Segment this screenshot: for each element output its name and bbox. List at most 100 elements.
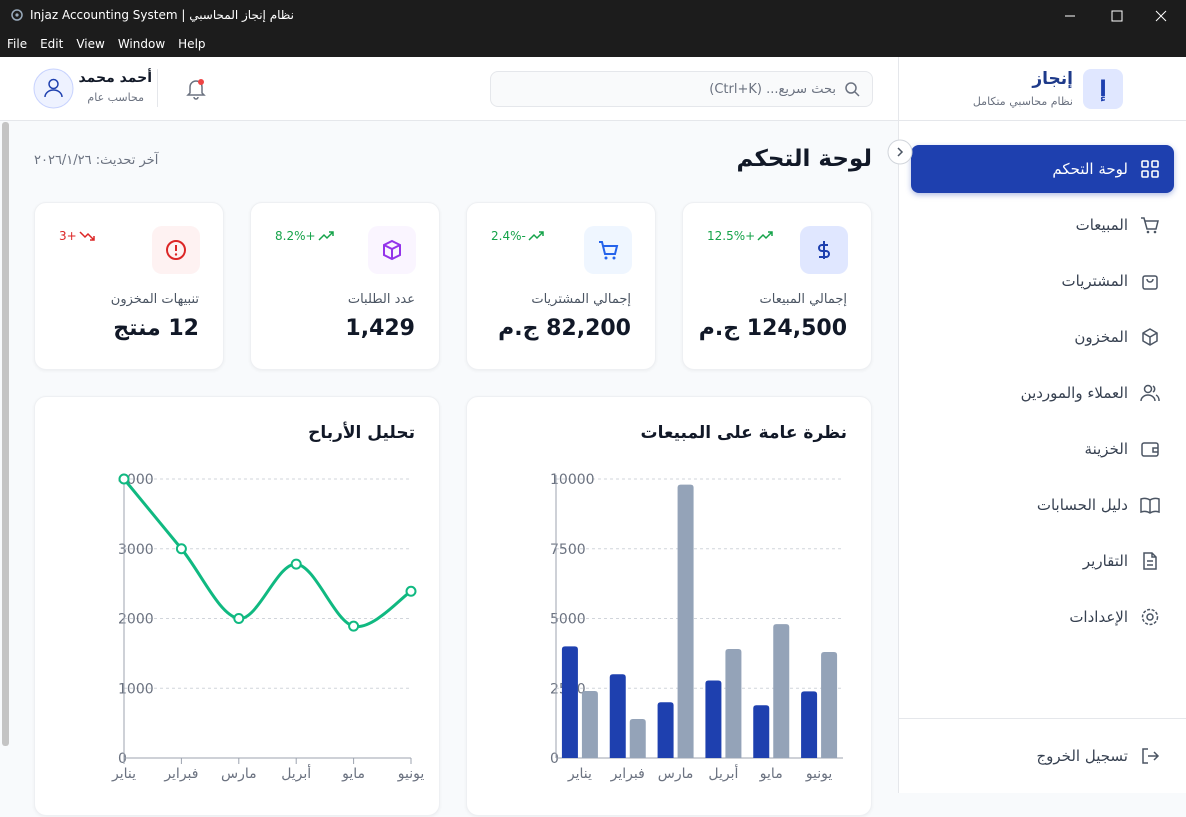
- nav-label: لوحة التحكم: [1052, 160, 1128, 178]
- bar: [657, 702, 674, 758]
- collapse-toggle[interactable]: [887, 139, 913, 165]
- bar: [801, 691, 818, 758]
- nav-label: دليل الحسابات: [1036, 496, 1128, 514]
- y-tick-label: 5000: [550, 612, 586, 628]
- stat-card: +3 تنبيهات المخزون 12 منتج: [34, 202, 224, 370]
- window-controls[interactable]: [1060, 8, 1180, 24]
- divider: [157, 69, 158, 107]
- app-icon: [11, 9, 23, 21]
- menu-item[interactable]: Help: [178, 37, 206, 51]
- logo: إ: [1083, 69, 1123, 109]
- chart-card: تحليل الأرباح 0 1000 2000 3000 4000 يناير فبرا…: [34, 396, 440, 816]
- nav-label: الخزينة: [1084, 440, 1128, 458]
- stat-label: تنبيهات المخزون: [110, 292, 199, 307]
- nav-label: المخزون: [1074, 328, 1128, 346]
- stat-label: إجمالي المشتريات: [531, 292, 631, 307]
- page-title: لوحة التحكم: [736, 146, 872, 172]
- point: [233, 613, 245, 624]
- stat-icon: [152, 226, 200, 274]
- nav-item[interactable]: الإعدادات: [911, 593, 1174, 641]
- stat-label: عدد الطلبات: [347, 292, 415, 307]
- chart-card: نظرة عامة على المبيعات 02500500075001000…: [466, 396, 872, 816]
- bar: [705, 680, 722, 758]
- search-placeholder: بحث سريع... (Ctrl+K): [709, 81, 836, 97]
- notifications[interactable]: [184, 77, 208, 101]
- x-tick-label: مايو: [341, 766, 365, 782]
- point: [405, 585, 417, 597]
- nav-item[interactable]: العملاء والموردين: [911, 369, 1174, 417]
- stat-value: 1,429: [345, 316, 415, 341]
- x-tick-label: يونيو: [397, 766, 425, 782]
- bar: [821, 651, 838, 758]
- stat-change-text: -2.4%: [491, 229, 526, 243]
- divider: [899, 718, 1186, 719]
- y-tick-label: 10000: [550, 472, 595, 488]
- nav-item[interactable]: المشتريات: [911, 257, 1174, 305]
- stat-change: +12.5%: [707, 229, 773, 243]
- x-tick-label: مايو: [759, 766, 783, 782]
- stat-card: -2.4% إجمالي المشتريات 82,200 ج.م: [466, 202, 656, 370]
- menu-item[interactable]: Window: [117, 37, 166, 51]
- bar: [677, 484, 694, 758]
- x-tick-label: فبراير: [163, 766, 198, 782]
- stat-card: +8.2% عدد الطلبات 1,429: [250, 202, 440, 370]
- nav-item[interactable]: التقارير: [911, 537, 1174, 585]
- x-tick-label: أبريل: [708, 764, 738, 782]
- nav-label: المبيعات: [1075, 216, 1128, 234]
- window-title: Injaz Accounting System | نظام إنجاز الم…: [30, 8, 294, 22]
- nav-item[interactable]: المبيعات: [911, 201, 1174, 249]
- stat-icon: [584, 226, 632, 274]
- bar: [609, 674, 626, 758]
- y-tick-label: 2000: [118, 612, 154, 628]
- stat-change-text: +3: [59, 229, 77, 243]
- point: [348, 620, 360, 632]
- point: [290, 558, 302, 570]
- brand: إ إنجاز نظام محاسبي متكامل: [899, 57, 1186, 121]
- stat-change: +3: [59, 229, 95, 243]
- stat-label: إجمالي المبيعات: [759, 292, 847, 307]
- stat-card: +12.5% إجمالي المبيعات 124,500 ج.م: [682, 202, 872, 370]
- menu-item[interactable]: File: [7, 37, 28, 51]
- stat-change: +8.2%: [275, 229, 334, 243]
- header: بحث سريع... (Ctrl+K) أحمد محمد محاسب عام: [0, 57, 898, 121]
- chart-title: تحليل الأرباح: [308, 423, 415, 443]
- bar: [581, 691, 598, 758]
- nav-label: المشتريات: [1061, 272, 1128, 290]
- nav-item[interactable]: دليل الحسابات: [911, 481, 1174, 529]
- last-update: آخر تحديث: ٢٠٢٦/١/٢٦: [34, 153, 159, 168]
- stat-icon: [800, 226, 848, 274]
- brand-tagline: نظام محاسبي متكامل: [972, 95, 1073, 108]
- x-tick-label: يونيو: [805, 766, 833, 782]
- x-tick-label: أبريل: [281, 764, 311, 782]
- search-icon: [845, 82, 860, 97]
- stat-value: 124,500 ج.م: [698, 316, 847, 341]
- bar: [629, 718, 646, 758]
- nav-item[interactable]: الخزينة: [911, 425, 1174, 473]
- y-tick-label: 1000: [118, 681, 154, 697]
- avatar[interactable]: [33, 68, 74, 109]
- search-box[interactable]: بحث سريع... (Ctrl+K): [490, 71, 873, 107]
- brand-name: إنجاز: [1032, 69, 1073, 89]
- stat-change: -2.4%: [491, 229, 544, 243]
- chart-title: نظرة عامة على المبيعات: [640, 423, 847, 443]
- point: [175, 543, 187, 555]
- stat-value: 12 منتج: [113, 316, 199, 341]
- user-name: أحمد محمد: [78, 70, 152, 86]
- menu-bar: File Edit View Window Help: [0, 30, 1186, 57]
- y-tick-label: 3000: [118, 542, 154, 558]
- user-role: محاسب عام: [87, 91, 144, 104]
- x-tick-label: فبراير: [610, 766, 645, 782]
- nav-item[interactable]: لوحة التحكم: [911, 145, 1174, 193]
- logout[interactable]: تسجيل الخروج: [911, 732, 1174, 780]
- title-bar: Injaz Accounting System | نظام إنجاز الم…: [0, 0, 1186, 30]
- point: [118, 473, 130, 485]
- stat-change-text: +12.5%: [707, 229, 756, 243]
- bar: [753, 705, 770, 758]
- menu-item[interactable]: Edit: [40, 37, 64, 51]
- logout-label: تسجيل الخروج: [1036, 747, 1128, 765]
- nav-item[interactable]: المخزون: [911, 313, 1174, 361]
- x-tick-label: يناير: [111, 766, 136, 782]
- menu-item[interactable]: View: [76, 37, 105, 51]
- scrollbar[interactable]: [2, 122, 9, 746]
- y-tick-label: 0: [118, 751, 127, 767]
